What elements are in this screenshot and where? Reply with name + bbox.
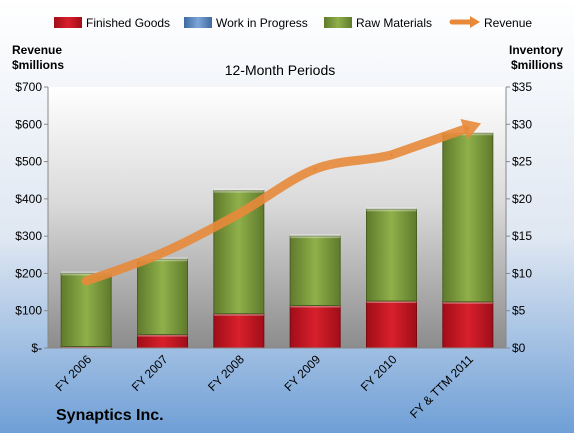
revenue-point	[237, 212, 241, 216]
revenue-point	[161, 251, 164, 255]
legend-label-work-in-progress: Work in Progress	[216, 16, 308, 30]
bar-top-highlight-raw-materials	[61, 271, 112, 276]
bar-raw-materials	[137, 258, 188, 336]
bar-raw-materials	[442, 132, 494, 303]
revenue-arrowhead	[460, 118, 482, 140]
left-axis-title-line1: Revenue	[12, 43, 62, 57]
revenue-point	[313, 167, 317, 171]
right-tick-label: $30	[512, 117, 532, 131]
bar-raw-materials	[60, 272, 112, 348]
legend-label-revenue: Revenue	[484, 16, 532, 30]
left-tick-label: $300	[15, 229, 42, 243]
bar-top-highlight-raw-materials	[137, 257, 188, 262]
right-axis-title-line1: Inventory	[509, 43, 563, 57]
bar-raw-materials	[366, 208, 417, 302]
right-tick-label: $35	[512, 80, 532, 94]
bar-finished-goods	[213, 313, 265, 349]
bar-finished-goods	[137, 334, 188, 349]
left-tick-label: $600	[15, 117, 42, 131]
legend-swatch-work-in-progress	[184, 17, 212, 28]
bar-finished-goods	[289, 304, 341, 349]
left-tick-label: $500	[15, 155, 42, 169]
bar-finished-goods	[366, 300, 417, 349]
legend-label-raw-materials: Raw Materials	[356, 16, 432, 30]
right-axis-ticks: $0 $5 $10 $15 $20 $25 $30 $35	[505, 80, 532, 355]
right-tick-label: $5	[512, 304, 526, 318]
legend-swatch-revenue-arrow	[470, 16, 480, 28]
bar-finished-goods	[442, 301, 494, 349]
right-tick-label: $15	[512, 229, 532, 243]
revenue-point	[84, 279, 88, 283]
left-tick-label: $100	[15, 304, 42, 318]
bar-top-highlight-raw-materials	[213, 188, 264, 193]
right-tick-label: $10	[512, 266, 532, 280]
bar-top-highlight-raw-materials	[366, 207, 417, 212]
bar-top-highlight-raw-materials	[290, 234, 341, 239]
right-tick-label: $20	[512, 192, 532, 206]
revenue-line-group	[81, 118, 482, 286]
legend-swatch-finished-goods	[54, 17, 82, 28]
bars	[60, 131, 494, 349]
left-tick-label: $-	[31, 341, 42, 355]
left-tick-label: $700	[15, 80, 42, 94]
left-axis-title-line2: $millions	[12, 58, 64, 72]
right-tick-label: $25	[512, 155, 532, 169]
legend: Finished Goods Work in Progress Raw Mate…	[54, 16, 532, 30]
revenue-point	[390, 153, 393, 157]
legend-swatch-raw-materials	[324, 17, 352, 28]
bar-raw-materials	[289, 235, 341, 306]
revenue-point	[466, 126, 470, 130]
left-axis-ticks: $- $100 $200 $300 $400 $500 $600 $700	[15, 80, 49, 355]
left-tick-label: $400	[15, 192, 42, 206]
right-axis-title-line2: $millions	[511, 58, 563, 72]
right-tick-label: $0	[512, 341, 526, 355]
plot-area	[48, 87, 506, 348]
left-tick-label: $200	[15, 266, 42, 280]
plot-title: 12-Month Periods	[225, 62, 336, 78]
legend-label-finished-goods: Finished Goods	[86, 16, 170, 30]
company-name: Synaptics Inc.	[56, 407, 164, 424]
